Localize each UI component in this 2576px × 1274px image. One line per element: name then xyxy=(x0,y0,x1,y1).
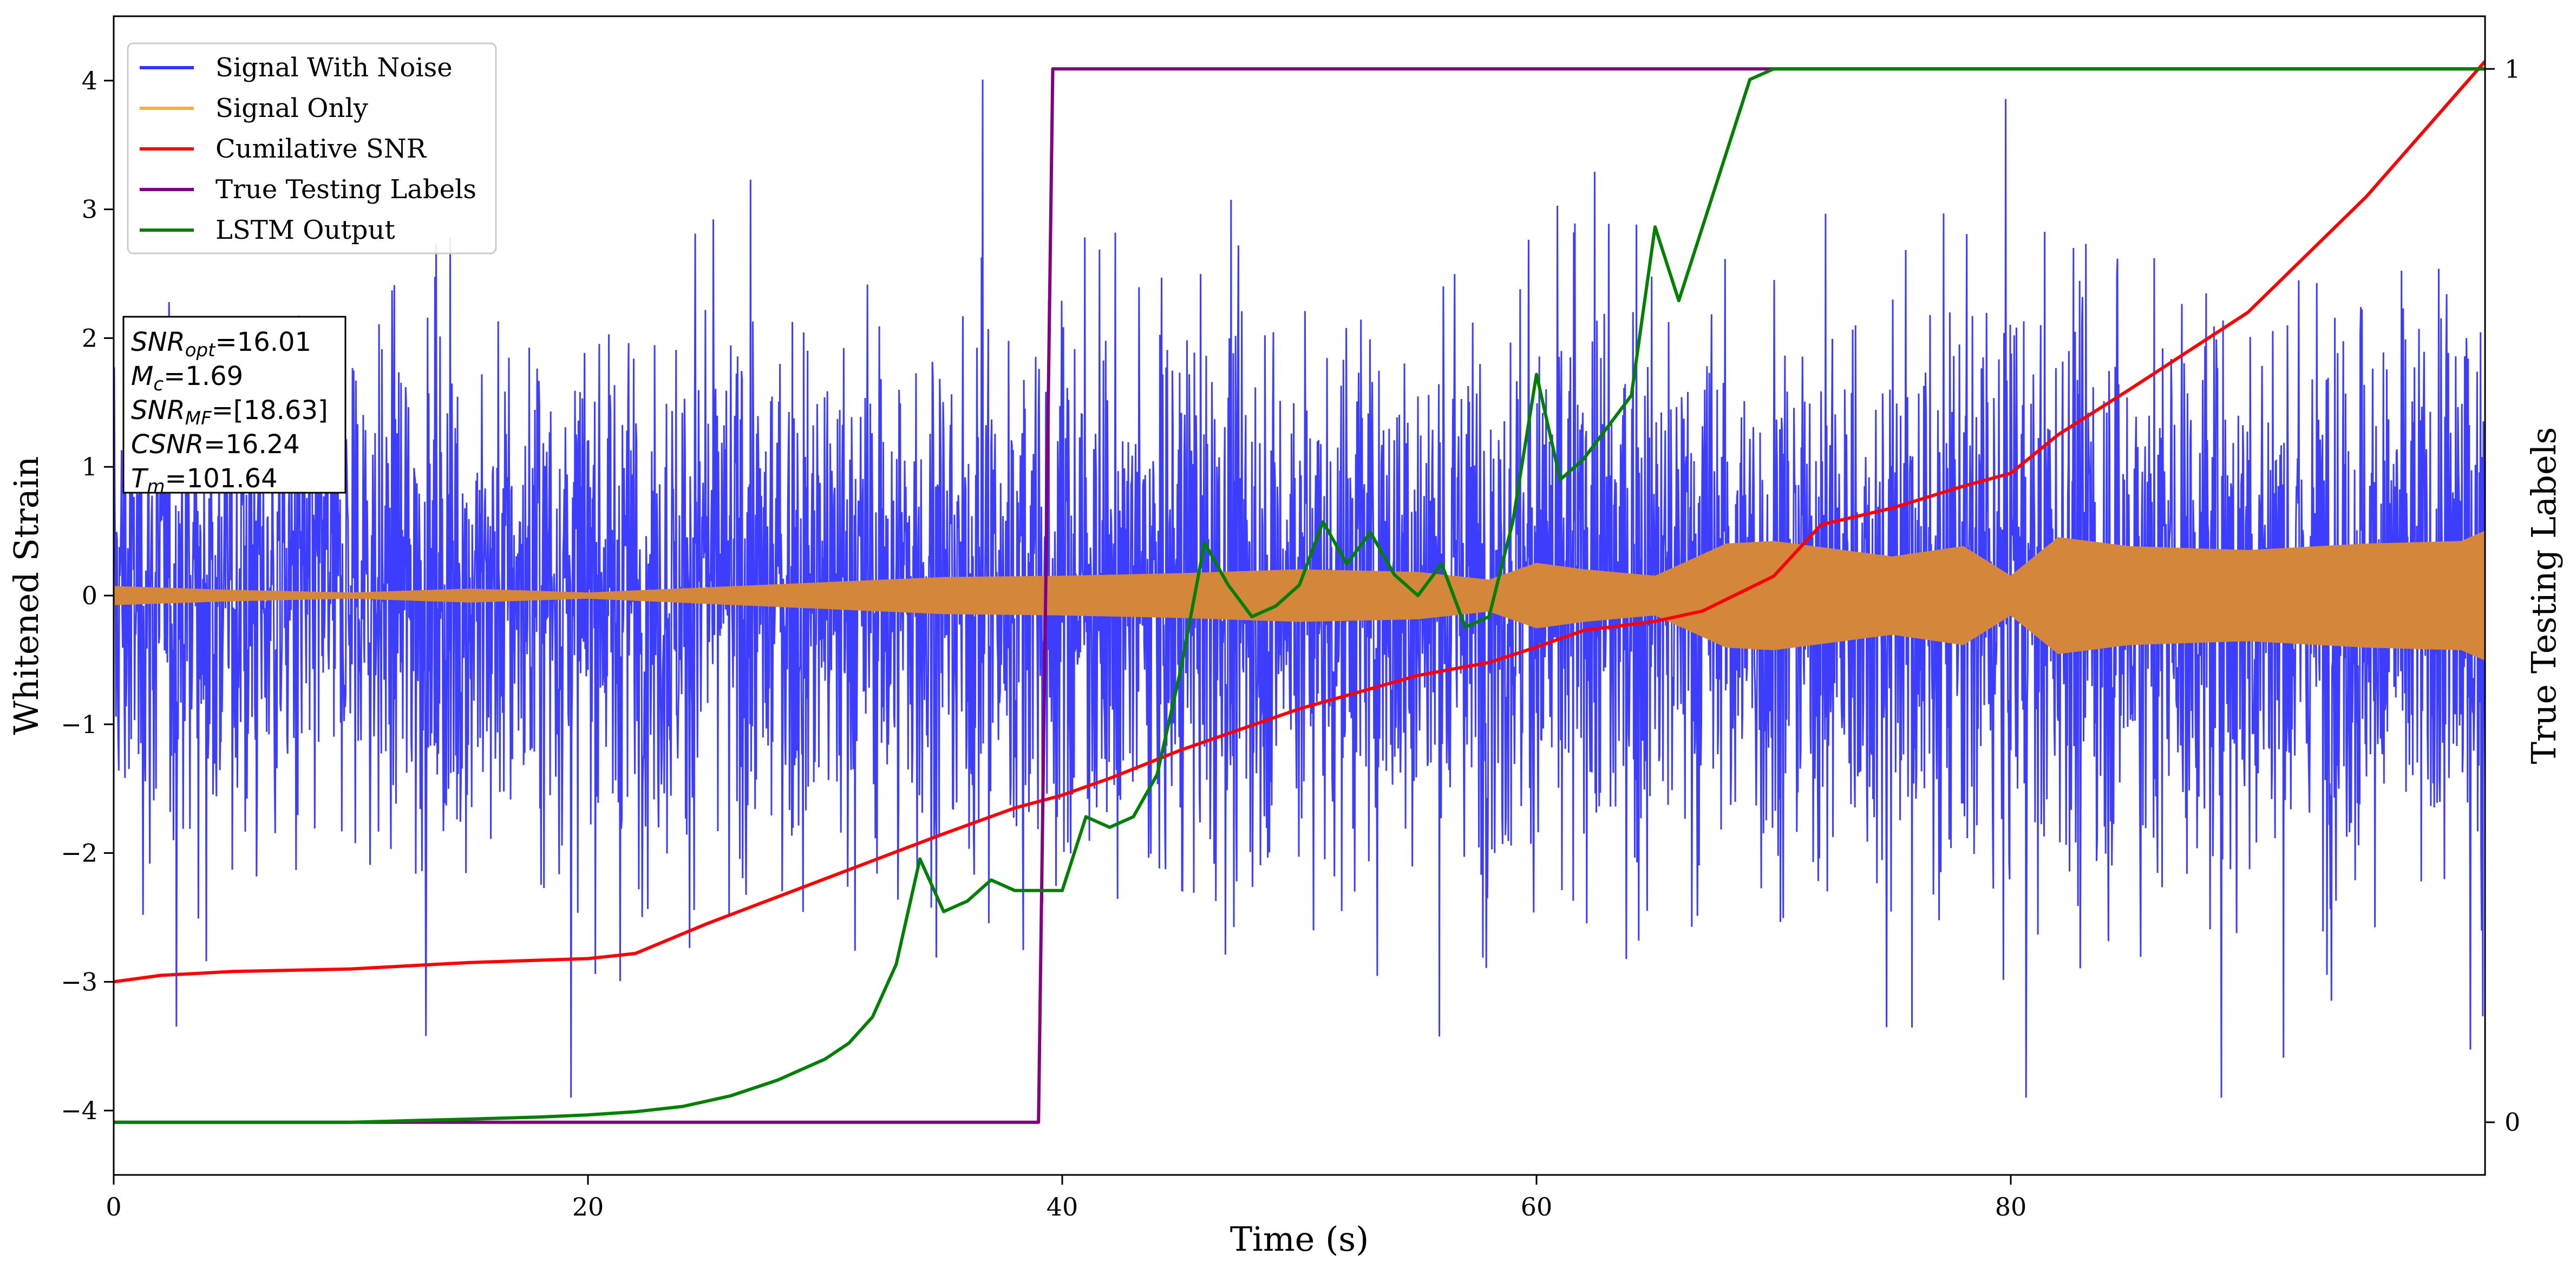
y-tick-label: 3 xyxy=(82,195,97,224)
legend-label: Cumilative SNR xyxy=(215,134,427,164)
annotation-line: SNRMF=[18.63] xyxy=(131,395,328,429)
series-signal-only xyxy=(114,531,2485,661)
x-tick-label: 0 xyxy=(106,1192,121,1221)
legend-box xyxy=(127,42,497,254)
y-tick-label: 1 xyxy=(82,452,97,481)
y2-axis-title: True Testing Labels xyxy=(2524,427,2564,765)
y-tick-label: −1 xyxy=(61,710,97,739)
legend-label: LSTM Output xyxy=(215,215,395,245)
y2-tick-label: 1 xyxy=(2505,54,2520,83)
legend-label: True Testing Labels xyxy=(215,174,476,205)
series-cumilative-snr xyxy=(114,60,2485,984)
y2-tick-label: 0 xyxy=(2505,1108,2520,1137)
series-lstm-output xyxy=(114,67,2485,1124)
series-true-testing-labels xyxy=(114,67,2485,1124)
x-tick-label: 20 xyxy=(572,1192,604,1221)
y-tick-label: −2 xyxy=(61,839,97,868)
y-tick-label: −3 xyxy=(61,967,97,996)
annotation-line: SNRopt=16.01 xyxy=(131,327,311,361)
x-tick-label: 60 xyxy=(1521,1192,1553,1221)
legend-label: Signal Only xyxy=(215,93,368,123)
y-tick-label: 4 xyxy=(82,66,97,95)
y-axis-title: Whitened Strain xyxy=(6,456,46,735)
x-tick-label: 80 xyxy=(1995,1192,2027,1221)
annotation-box: SNRopt=16.01Mc=1.69SNRMF=[18.63]CSNR=16.… xyxy=(122,316,346,498)
annotation-frame xyxy=(122,316,346,494)
annotation-line: CSNR=16.24 xyxy=(131,429,300,460)
y-tick-label: 0 xyxy=(82,581,97,610)
x-tick-label: 40 xyxy=(1047,1192,1078,1221)
y-tick-label: −4 xyxy=(61,1096,97,1125)
legend-label: Signal With Noise xyxy=(215,53,453,83)
y-tick-label: 2 xyxy=(82,323,97,352)
plot-area xyxy=(114,60,2485,1124)
annotation-line: Mc=1.69 xyxy=(131,361,243,395)
annotation-line: Tm=101.64 xyxy=(131,463,278,498)
x-axis-title: Time (s) xyxy=(1230,1219,1369,1259)
legend: Signal With Noise Signal Only Cumilative S… xyxy=(127,42,497,254)
